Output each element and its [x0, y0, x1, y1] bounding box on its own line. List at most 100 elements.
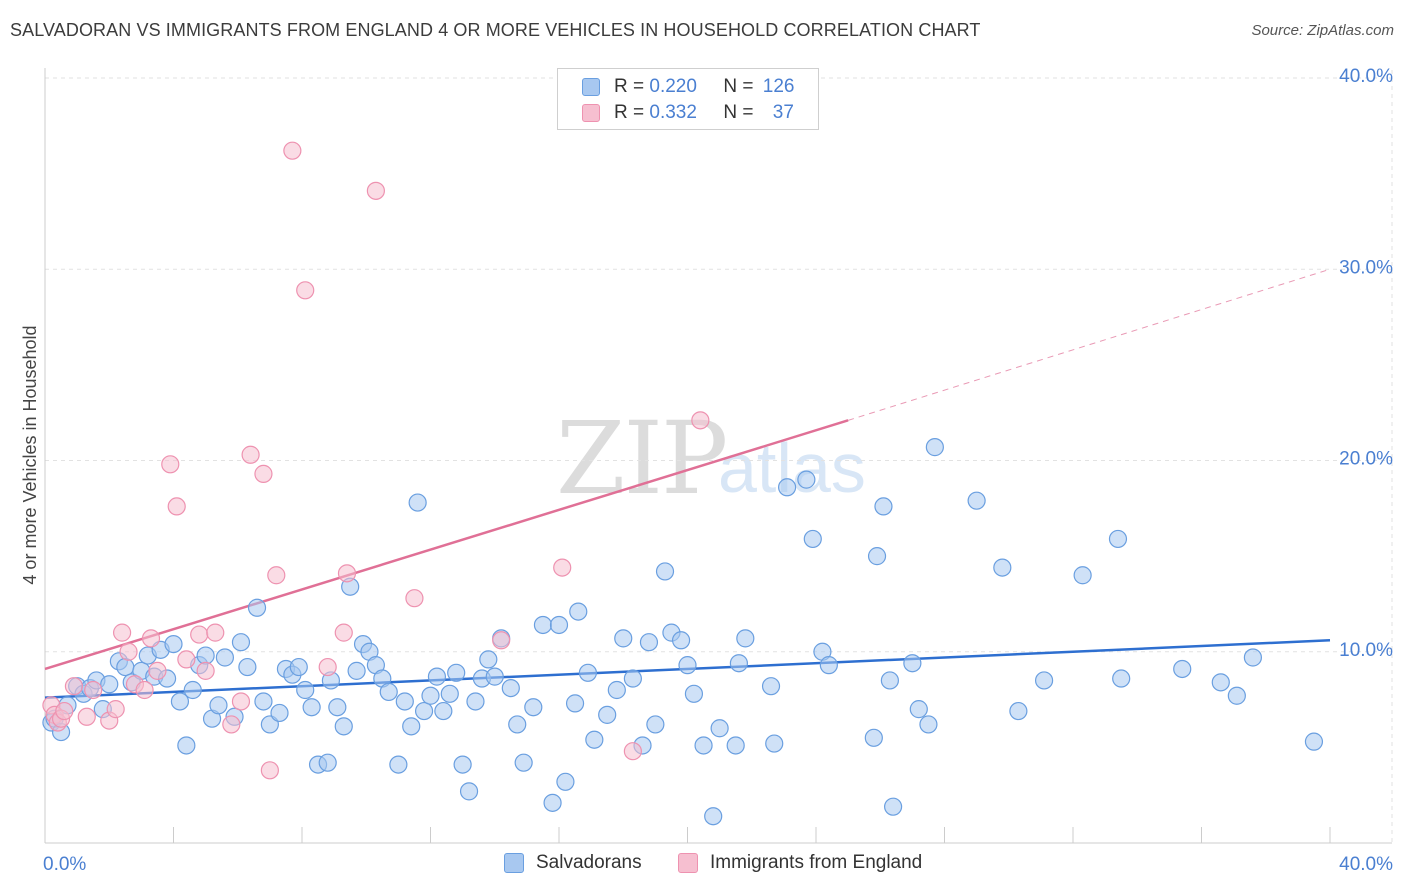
salvadoran-point — [453, 755, 472, 774]
england-point — [691, 411, 710, 430]
y-tick-label: 20.0% — [1339, 449, 1393, 470]
salvadoran-point — [607, 680, 626, 700]
legend-n-label: N = — [723, 102, 754, 123]
salvadoran-point — [196, 646, 215, 665]
legend-swatch-pink — [678, 853, 698, 873]
salvadoran-point — [694, 736, 713, 755]
salvadoran-point — [1173, 659, 1192, 679]
salvadoran-point — [549, 615, 569, 635]
england-point — [77, 707, 96, 726]
england-point — [241, 445, 260, 464]
salvadoran-point — [543, 793, 562, 812]
england-point — [112, 623, 132, 642]
salvadoran-point — [459, 782, 479, 801]
salvadoran-point — [289, 657, 308, 677]
salvadoran-point — [1211, 673, 1230, 692]
salvadoran-point — [1073, 566, 1092, 585]
y-axis-label: 4 or more Vehicles in Household — [20, 325, 40, 584]
legend-r-label: R = — [614, 102, 645, 123]
x-tick-label: 0.0% — [43, 854, 86, 875]
salvadoran-point — [440, 684, 459, 703]
salvadoran-point — [1243, 648, 1263, 667]
salvadoran-point — [967, 491, 986, 510]
salvadoran-point — [578, 663, 598, 682]
salvadoran-point — [919, 715, 938, 734]
england-point — [318, 657, 337, 677]
salvadoran-point — [1304, 732, 1324, 751]
salvadoran-point — [736, 629, 755, 648]
legend-swatch-pink — [582, 104, 600, 122]
england-point — [492, 631, 511, 650]
salvadoran-point — [395, 692, 414, 711]
salvadoran-point — [389, 755, 408, 774]
england-point — [167, 497, 186, 516]
y-tick-label: 10.0% — [1339, 640, 1393, 661]
salvadoran-point — [183, 680, 202, 700]
salvadoran-point — [903, 654, 922, 673]
england-point — [405, 589, 424, 608]
legend-swatch-blue — [582, 78, 600, 96]
tick-labels: 10.0% 20.0% 30.0% 40.0% 0.0% 40.0% — [43, 66, 1393, 875]
legend-n-label: N = — [723, 76, 754, 97]
salvadoran-point — [1108, 529, 1128, 549]
salvadoran-point — [466, 692, 485, 711]
england-point — [334, 623, 353, 642]
salvadoran-point — [485, 667, 504, 686]
salvadorans-points — [42, 438, 1324, 826]
salvadoran-point — [585, 730, 604, 749]
y-tick-label: 30.0% — [1339, 257, 1393, 278]
salvadoran-point — [864, 728, 883, 747]
salvadoran-point — [1112, 669, 1131, 688]
salvadoran-point — [427, 667, 447, 686]
salvadoran-point — [777, 478, 797, 497]
england-point — [196, 661, 215, 680]
salvadoran-point — [215, 648, 234, 667]
salvadoran-point — [296, 680, 315, 700]
england-point — [119, 642, 138, 661]
chart-title: SALVADORAN VS IMMIGRANTS FROM ENGLAND 4 … — [10, 20, 981, 40]
x-tick-label: 40.0% — [1339, 854, 1393, 875]
salvadoran-point — [623, 669, 642, 688]
england-point — [141, 629, 161, 648]
salvadoran-point — [639, 633, 659, 652]
salvadoran-point — [533, 615, 553, 635]
england-point — [135, 680, 154, 700]
salvadoran-point — [678, 656, 697, 675]
salvadoran-point — [1034, 671, 1054, 690]
salvadoran-point — [302, 698, 321, 717]
salvadoran-point — [524, 698, 543, 717]
england-point — [337, 564, 357, 583]
salvadoran-point — [238, 657, 257, 677]
salvadoran-point — [819, 656, 838, 675]
legend-label-england: Immigrants from England — [710, 852, 923, 873]
salvadoran-point — [164, 634, 183, 654]
salvadoran-point — [598, 705, 617, 724]
salvadoran-point — [334, 717, 353, 736]
england-point — [254, 464, 273, 483]
england-trend-extension — [847, 268, 1331, 421]
salvadoran-point — [402, 717, 421, 736]
england-point — [283, 141, 302, 160]
salvadoran-point — [408, 493, 427, 512]
england-point — [296, 281, 315, 300]
england-point — [190, 625, 209, 644]
salvadoran-point — [765, 734, 784, 753]
england-point — [84, 680, 103, 700]
salvadoran-point — [883, 797, 903, 816]
salvadoran-point — [655, 562, 675, 581]
england-point — [222, 715, 241, 734]
salvadoran-point — [414, 701, 434, 721]
legend-swatch-blue — [504, 853, 524, 873]
series-legend: Salvadorans Immigrants from England — [0, 852, 1406, 878]
legend-item-england: Immigrants from England — [678, 852, 922, 874]
salvadoran-point — [761, 677, 781, 696]
england-point — [231, 692, 251, 711]
legend-row-england: R = 0.332 N = 37 — [582, 101, 794, 125]
y-tick-label: 40.0% — [1339, 66, 1393, 87]
legend-label-salvadorans: Salvadorans — [536, 852, 642, 873]
legend-r-value: 0.332 — [649, 102, 697, 123]
salvadoran-point — [508, 715, 527, 734]
salvadoran-point — [646, 715, 665, 734]
england-point — [206, 623, 225, 642]
